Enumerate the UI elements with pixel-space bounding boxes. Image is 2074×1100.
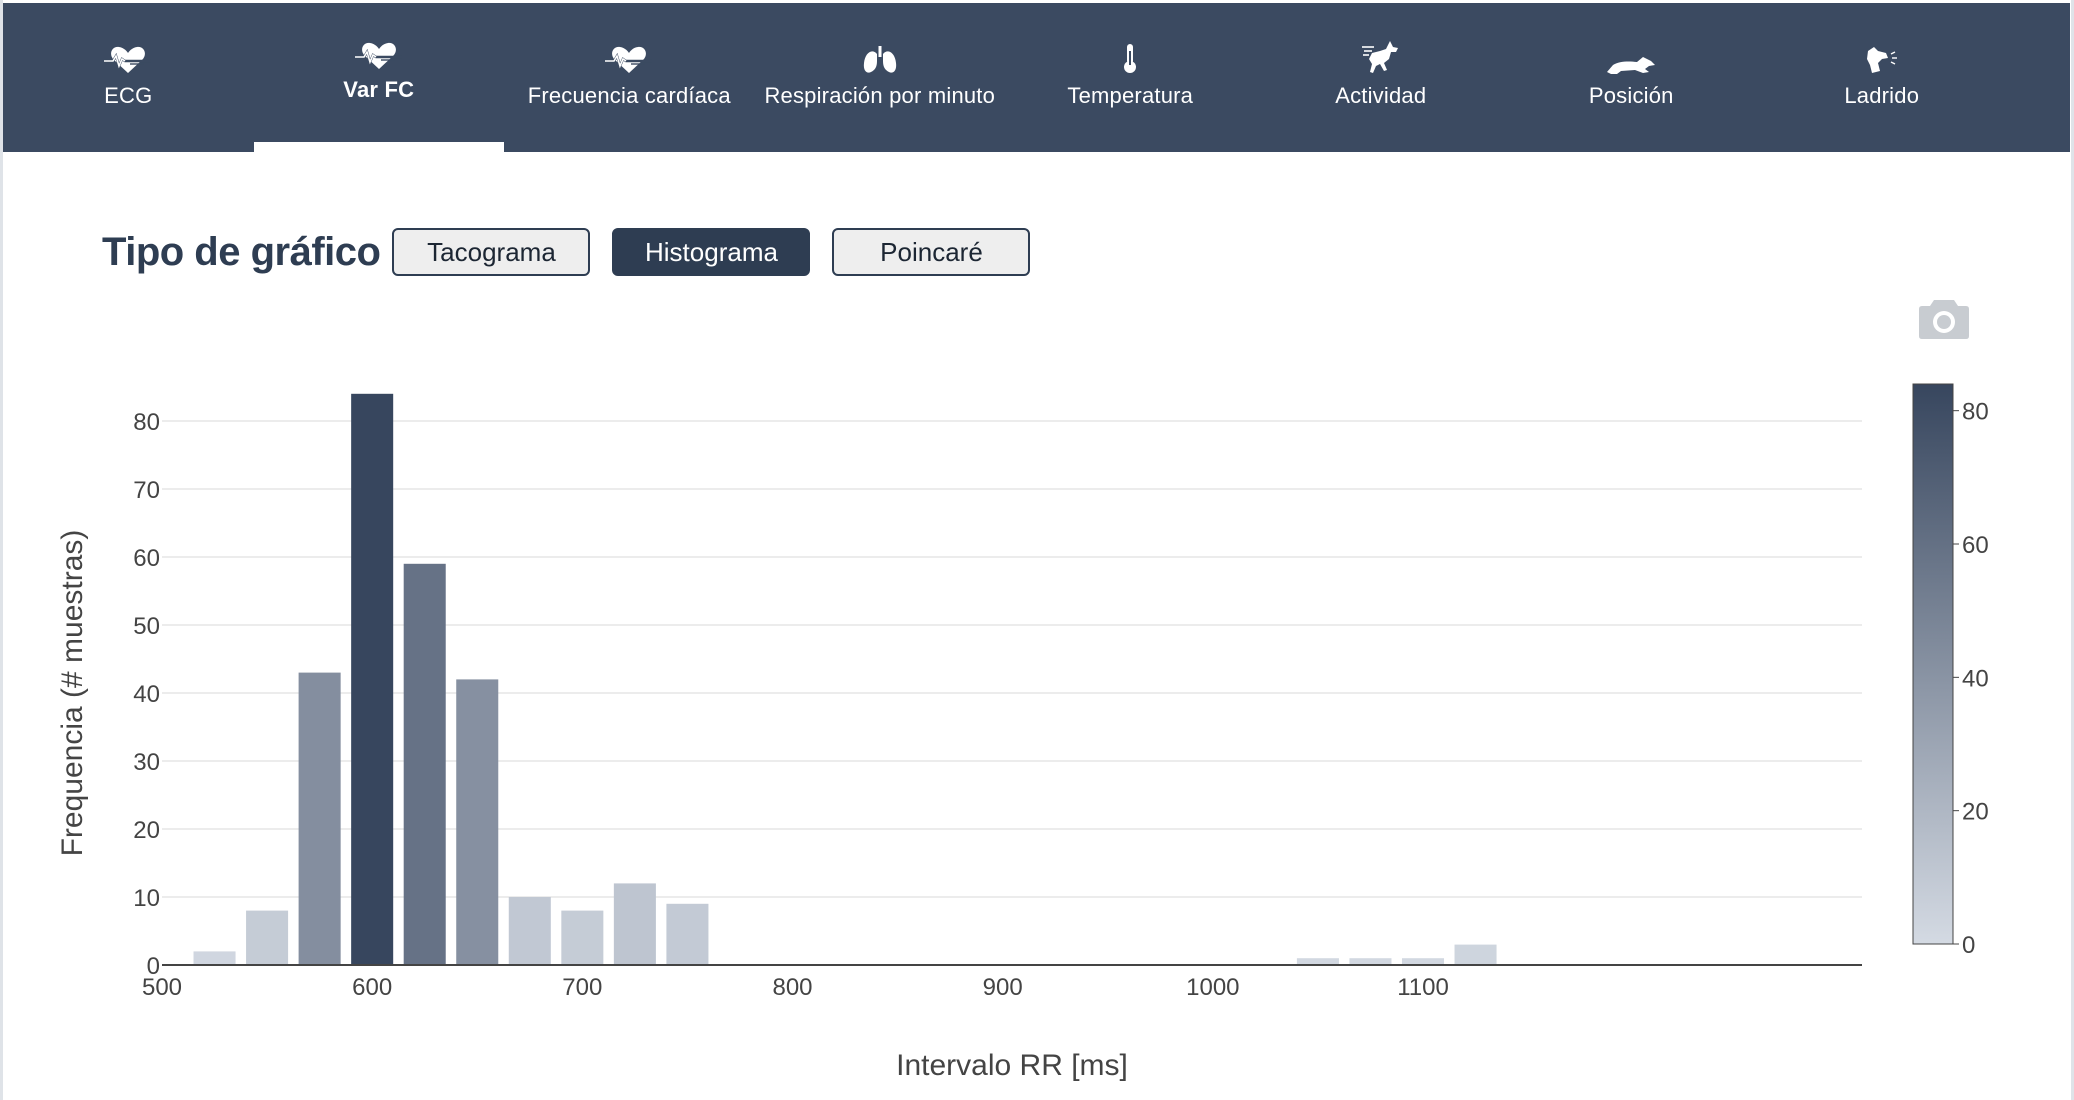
lying-dog-icon <box>1605 35 1657 75</box>
x-tick-label: 700 <box>562 974 602 1001</box>
tab-label: Frecuencia cardíaca <box>527 83 731 108</box>
histogram-bar[interactable] <box>1401 958 1445 965</box>
tab-label: Ladrido <box>1844 83 1920 108</box>
tab-ecg[interactable]: ECG <box>3 3 254 152</box>
histograma-button[interactable]: Histograma <box>612 228 811 276</box>
top-navigation: ECG Var FC Frecuencia cardíaca <box>3 3 2070 152</box>
camera-icon[interactable] <box>1918 296 1970 340</box>
histogram-bar[interactable] <box>613 883 656 965</box>
histogram-bar[interactable] <box>403 563 446 965</box>
x-tick-label: 900 <box>983 974 1023 1001</box>
tab-label: Var FC <box>343 77 415 102</box>
chart-type-selector: Tipo de gráfico Tacograma Histograma Poi… <box>102 228 1052 276</box>
colorbar-tick-labels: 0 20 40 60 80 <box>1953 399 1989 959</box>
histogram-bar[interactable] <box>1349 958 1392 965</box>
x-tick-label: 500 <box>142 974 182 1001</box>
tab-actividad[interactable]: Actividad <box>1256 3 1507 152</box>
tab-temperatura[interactable]: Temperatura <box>1005 3 1256 152</box>
colorbar <box>1912 383 1954 945</box>
y-tick-label: 10 <box>133 885 160 912</box>
histogram-bar[interactable] <box>1454 944 1497 965</box>
histogram-bar[interactable] <box>561 910 604 965</box>
tab-var-fc[interactable]: Var FC <box>253 3 505 152</box>
x-tick-label: 1100 <box>1397 974 1449 1001</box>
y-tick-label: 60 <box>133 545 160 572</box>
heart-pulse-icon <box>605 35 653 75</box>
histogram-bar[interactable] <box>666 903 709 965</box>
y-tick-label: 80 <box>133 409 160 436</box>
colorbar-tick-label: 60 <box>1962 532 1989 559</box>
tab-label: Temperatura <box>1067 83 1194 108</box>
chart-type-title: Tipo de gráfico <box>102 229 381 274</box>
x-tick-labels: 500 600 700 800 900 1000 1100 <box>142 974 1449 1001</box>
x-tick-label: 800 <box>772 974 812 1001</box>
histogram-bar[interactable] <box>298 672 341 965</box>
histogram-bar[interactable] <box>246 910 289 965</box>
poincare-button[interactable]: Poincaré <box>832 228 1031 276</box>
y-tick-labels: 0 10 20 30 40 50 60 70 80 <box>133 409 160 980</box>
x-tick-label: 600 <box>352 974 392 1001</box>
barking-dog-icon <box>1864 35 1900 75</box>
y-tick-label: 20 <box>133 817 160 844</box>
x-axis-label: Intervalo RR [ms] <box>896 1049 1128 1082</box>
histogram-bar[interactable] <box>351 393 394 965</box>
tab-label: Actividad <box>1335 83 1427 108</box>
y-tick-label: 40 <box>133 681 160 708</box>
tab-frecuencia-cardiaca[interactable]: Frecuencia cardíaca <box>504 3 755 152</box>
heart-pulse-icon <box>354 31 403 71</box>
tab-ladrido[interactable]: Ladrido <box>1757 3 2008 152</box>
colorbar-tick-label: 20 <box>1962 799 1989 826</box>
y-tick-label: 70 <box>133 477 160 504</box>
histogram-bar[interactable] <box>456 679 499 965</box>
colorbar-tick-label: 0 <box>1962 932 1975 959</box>
colorbar-tick-label: 40 <box>1962 665 1989 692</box>
y-axis-label: Frequencia (# muestras) <box>56 530 89 857</box>
histogram-bar[interactable] <box>193 951 236 965</box>
thermometer-icon <box>1121 35 1139 75</box>
lungs-icon <box>862 35 898 75</box>
tab-label: Respiración por minuto <box>764 83 996 108</box>
histogram-bar[interactable] <box>1296 958 1339 965</box>
y-tick-label: 0 <box>147 953 160 980</box>
y-tick-label: 50 <box>133 613 160 640</box>
histogram-bar[interactable] <box>508 897 551 965</box>
colorbar-tick-label: 80 <box>1962 399 1989 426</box>
histogram-bars <box>193 393 1497 965</box>
tab-label: ECG <box>104 83 153 108</box>
running-dog-icon <box>1360 35 1402 75</box>
tab-respiracion[interactable]: Respiración por minuto <box>755 3 1006 152</box>
heart-pulse-icon <box>104 35 152 75</box>
tab-posicion[interactable]: Posición <box>1506 3 1757 152</box>
tab-label: Posición <box>1588 83 1674 108</box>
y-tick-label: 30 <box>133 749 160 776</box>
tacograma-button[interactable]: Tacograma <box>392 228 591 276</box>
x-tick-label: 1000 <box>1186 974 1239 1001</box>
